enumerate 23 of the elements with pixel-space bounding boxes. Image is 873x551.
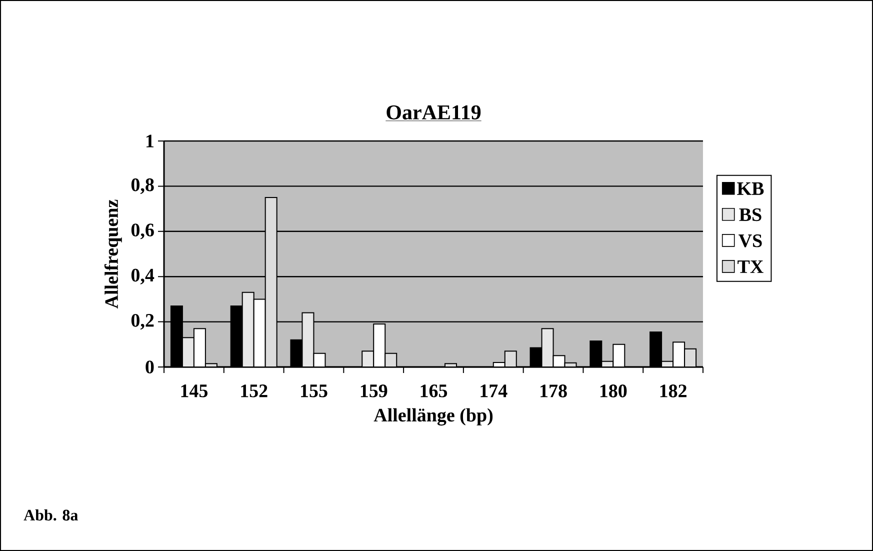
x-axis-title: Allellänge (bp) <box>374 408 493 426</box>
legend-label: BS <box>739 208 762 222</box>
legend-label: KB <box>737 182 764 195</box>
legend-label: TX <box>738 260 764 273</box>
y-tick-label: 0,8 <box>131 178 154 194</box>
x-tick-label: 152 <box>241 384 268 398</box>
y-tick-label: 1 <box>146 134 154 148</box>
y-tick-label: 0,4 <box>131 268 154 284</box>
chart-title: OarAE119 <box>386 105 481 120</box>
x-tick-label: 159 <box>360 384 388 398</box>
y-tick-label: 0,2 <box>131 314 154 330</box>
x-tick-label: 178 <box>540 384 567 398</box>
x-tick-label: 155 <box>300 384 328 398</box>
x-tick-label: 180 <box>600 384 627 398</box>
x-tick-label: 182 <box>660 384 686 398</box>
y-axis-title: Allelfrequenz <box>104 200 122 309</box>
x-tick-label: 165 <box>420 384 448 398</box>
y-tick-label: 0,6 <box>131 224 154 240</box>
x-tick-label: 145 <box>181 384 208 398</box>
legend-label: VS <box>738 234 762 248</box>
caption: Abb. 8a <box>24 509 78 521</box>
y-tick-label: 0 <box>146 360 154 374</box>
x-tick-label: 174 <box>480 384 508 398</box>
